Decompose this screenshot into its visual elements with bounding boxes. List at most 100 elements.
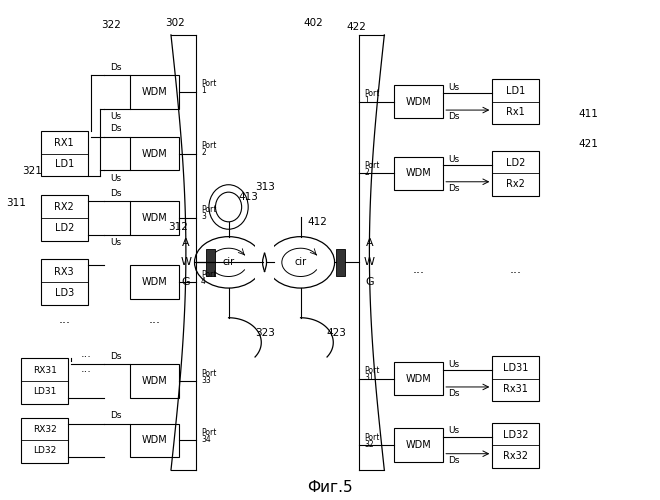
Text: 1: 1: [201, 86, 206, 96]
Bar: [255, 245, 275, 280]
Text: A: A: [182, 238, 189, 248]
Bar: [492, 422, 539, 468]
Text: ...: ...: [149, 312, 161, 326]
Text: Us: Us: [110, 174, 121, 183]
Text: 4: 4: [201, 276, 206, 285]
Text: WDM: WDM: [142, 213, 168, 223]
Text: Ds: Ds: [110, 411, 121, 420]
Text: WDM: WDM: [406, 440, 432, 450]
Text: RX2: RX2: [54, 202, 74, 212]
Text: WDM: WDM: [142, 376, 168, 386]
Text: ...: ...: [58, 312, 71, 326]
Text: Ds: Ds: [448, 184, 460, 193]
Text: ...: ...: [81, 364, 92, 374]
Text: WDM: WDM: [142, 277, 168, 287]
Text: 33: 33: [201, 376, 211, 384]
Text: Ds: Ds: [110, 62, 121, 72]
Bar: [21, 358, 68, 404]
Bar: [394, 85, 444, 118]
Bar: [394, 362, 444, 396]
Text: ...: ...: [81, 349, 92, 359]
Bar: [131, 424, 180, 457]
Text: 2: 2: [365, 168, 370, 177]
Text: cir: cir: [294, 258, 307, 268]
Text: Ds: Ds: [448, 112, 460, 122]
Text: Rx31: Rx31: [504, 384, 528, 394]
Bar: [41, 131, 88, 176]
Text: 34: 34: [201, 435, 211, 444]
Text: 302: 302: [165, 18, 185, 28]
Text: 411: 411: [579, 109, 599, 119]
Text: 423: 423: [327, 328, 346, 338]
Text: LD31: LD31: [503, 363, 529, 373]
Text: 413: 413: [238, 192, 258, 202]
Text: LD1: LD1: [506, 86, 525, 96]
Text: 323: 323: [255, 328, 275, 338]
Text: Us: Us: [448, 83, 459, 92]
Bar: [492, 356, 539, 402]
Bar: [394, 428, 444, 462]
Text: Фиг.5: Фиг.5: [307, 480, 353, 495]
Text: WDM: WDM: [406, 168, 432, 178]
Text: Ds: Ds: [110, 352, 121, 361]
Text: LD2: LD2: [55, 224, 74, 234]
Text: Port: Port: [201, 141, 216, 150]
Text: LD31: LD31: [33, 387, 56, 396]
Text: Port: Port: [365, 366, 380, 375]
Text: W: W: [364, 258, 375, 268]
Text: Us: Us: [110, 238, 121, 247]
Text: 402: 402: [304, 18, 323, 28]
Text: 3: 3: [201, 212, 206, 222]
Text: RX3: RX3: [55, 266, 74, 276]
Text: ...: ...: [510, 264, 522, 276]
Text: 312: 312: [168, 222, 188, 232]
Text: RX1: RX1: [55, 138, 74, 148]
Bar: [131, 201, 180, 234]
Text: WDM: WDM: [406, 96, 432, 106]
Text: LD2: LD2: [506, 158, 525, 168]
Text: W: W: [180, 258, 191, 268]
Text: Us: Us: [110, 112, 121, 121]
Text: A: A: [366, 238, 373, 248]
Text: 2: 2: [201, 148, 206, 157]
Text: WDM: WDM: [142, 436, 168, 446]
Bar: [394, 156, 444, 190]
Text: 421: 421: [579, 138, 599, 148]
Bar: [492, 79, 539, 124]
Text: WDM: WDM: [406, 374, 432, 384]
Text: 322: 322: [101, 20, 121, 30]
Bar: [131, 75, 180, 108]
Text: Port: Port: [365, 433, 380, 442]
Text: 32: 32: [365, 440, 374, 449]
Text: LD1: LD1: [55, 159, 74, 169]
Text: G: G: [182, 277, 190, 287]
Text: RX32: RX32: [33, 426, 57, 434]
Text: Port: Port: [201, 368, 216, 378]
Text: G: G: [365, 277, 374, 287]
Text: 311: 311: [6, 198, 26, 208]
Text: Us: Us: [448, 154, 459, 164]
Text: LD32: LD32: [33, 446, 56, 456]
Text: Port: Port: [201, 80, 216, 88]
Text: Port: Port: [201, 206, 216, 214]
Bar: [336, 249, 345, 276]
Text: Us: Us: [448, 426, 459, 436]
Text: Ds: Ds: [110, 188, 121, 198]
Text: Us: Us: [448, 360, 459, 368]
Bar: [21, 418, 68, 463]
Text: WDM: WDM: [142, 87, 168, 97]
Text: 31: 31: [365, 373, 374, 382]
Bar: [206, 249, 214, 276]
Text: WDM: WDM: [142, 148, 168, 158]
Text: Rx1: Rx1: [506, 107, 525, 117]
Text: LD32: LD32: [503, 430, 529, 440]
Text: Ds: Ds: [448, 390, 460, 398]
Text: Rx32: Rx32: [504, 451, 529, 461]
Bar: [131, 364, 180, 398]
Text: RX31: RX31: [33, 366, 57, 375]
Bar: [131, 266, 180, 299]
Text: 412: 412: [307, 217, 327, 227]
Bar: [41, 260, 88, 305]
Text: 1: 1: [365, 96, 370, 105]
Text: 321: 321: [22, 166, 42, 176]
